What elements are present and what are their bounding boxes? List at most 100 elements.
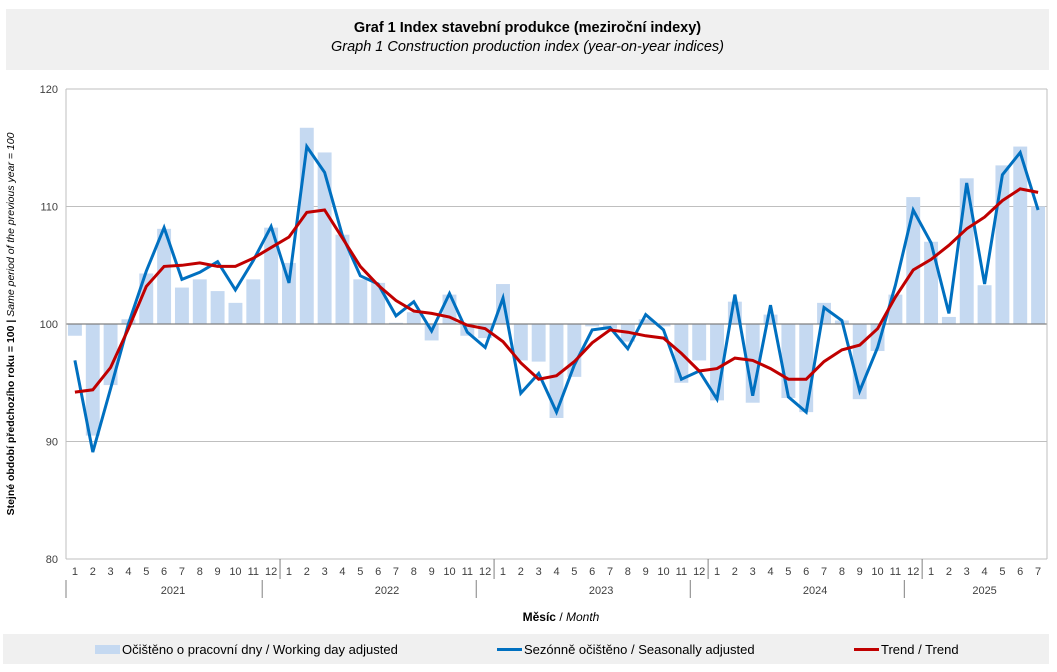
bar-working-day-adjusted [353,279,368,324]
x-tick-label-month: 11 [248,566,259,578]
x-tick-label-month: 1 [928,566,934,578]
x-axis-label: Měsíc / Month [523,610,600,624]
x-tick-label-month: 4 [125,566,131,578]
x-axis-label-cz: Měsíc [523,610,557,624]
x-tick-label-month: 1 [714,566,720,578]
bar-working-day-adjusted [174,287,189,324]
bar-working-day-adjusted [941,316,956,324]
bar-working-day-adjusted [335,234,350,324]
x-tick-label-month: 9 [643,566,649,578]
x-tick-label-month: 9 [215,566,221,578]
line-series [73,142,1040,453]
legend-label: Sezónně očištěno / Seasonally adjusted [524,641,755,657]
y-tick-label: 90 [46,437,58,449]
x-tick-label-month: 1 [72,566,78,578]
legend-label: Trend / Trend [881,641,959,657]
chart-title-box: Graf 1 Index stavební produkce (meziročn… [6,9,1049,70]
y-tick-labels: 80 90 100 110 120 [40,84,58,566]
x-tick-label-month: 4 [767,566,773,578]
x-tick-label-month: 6 [803,566,809,578]
x-tick-label-year: 2022 [375,585,399,597]
x-tick-label-month: 5 [999,566,1005,578]
x-tick-label-month: 2 [732,566,738,578]
x-tick-label-month: 5 [571,566,577,578]
y-tick-label: 100 [40,319,58,331]
x-tick-label-month: 10 [871,566,883,578]
x-tick-label-month: 4 [339,566,345,578]
x-axis-label-sep: / [556,610,566,624]
x-tick-label-month: 5 [785,566,791,578]
x-tick-label-month: 6 [375,566,381,578]
y-tick-label: 110 [40,202,58,214]
bar-working-day-adjusted [228,302,243,324]
bar-working-day-adjusted [513,324,528,361]
bar-working-day-adjusted [246,279,261,324]
bar-working-day-adjusted [192,279,207,324]
x-tick-label-month: 7 [1035,566,1041,578]
x-axis-label-en: Month [566,610,600,624]
x-tick-label-month: 2 [518,566,524,578]
x-tick-label-month: 6 [1017,566,1023,578]
bar-working-day-adjusted [549,324,564,418]
legend-item-working-day[interactable]: Očištěno o pracovní dny / Working day ad… [95,634,398,664]
bar-working-day-adjusted [1031,206,1046,324]
x-tick-label-month: 2 [90,566,96,578]
x-tick-labels: 1 2 3 4 5 6 7 8 9 10 11 12 1 2 3 4 5 6 7 8 9 10 11 12 1 2 3 4 5 6 7 8 9 1… [65,559,1041,598]
bar-working-day-adjusted [585,324,600,327]
x-tick-label-month: 10 [229,566,241,578]
legend-item-seasonal[interactable]: Sezónně očištěno / Seasonally adjusted [497,634,755,664]
x-tick-label-month: 7 [393,566,399,578]
bar-working-day-adjusted [210,291,225,324]
x-tick-label-month: 11 [462,566,473,578]
x-tick-label-month: 3 [322,566,328,578]
x-tick-label-month: 8 [625,566,631,578]
line-trend [74,187,1039,394]
legend-item-trend[interactable]: Trend / Trend [854,634,959,664]
chart-title: Graf 1 Index stavební produkce (meziročn… [353,20,702,36]
x-tick-label-month: 4 [982,566,988,578]
y-axis-label-cz: Stejné období předchozího roku = 100 | [5,320,17,516]
bar-working-day-adjusted [959,178,974,324]
x-tick-label-month: 7 [821,566,827,578]
x-tick-label-month: 12 [693,566,705,578]
x-tick-label-month: 3 [964,566,970,578]
legend-swatch-line [497,647,522,651]
x-tick-label-month: 8 [411,566,417,578]
x-tick-label-month: 8 [839,566,845,578]
x-tick-label-year: 2021 [161,585,185,597]
bar-working-day-adjusted [638,319,653,324]
x-tick-label-month: 7 [607,566,613,578]
x-tick-label-month: 4 [553,566,559,578]
x-tick-label-month: 9 [429,566,435,578]
bar-series [67,127,1046,436]
x-tick-label-month: 3 [750,566,756,578]
x-tick-label-month: 2 [304,566,310,578]
x-tick-label-month: 10 [443,566,455,578]
x-tick-label-month: 3 [536,566,542,578]
x-tick-label-month: 5 [357,566,363,578]
bar-working-day-adjusted [157,228,172,324]
legend-swatch-line [854,647,879,651]
bar-working-day-adjusted [67,324,82,336]
x-tick-label-month: 2 [946,566,952,578]
x-tick-label-year: 2025 [972,585,996,597]
bar-working-day-adjusted [281,262,296,324]
x-tick-label-month: 5 [143,566,149,578]
bar-working-day-adjusted [799,324,814,413]
x-tick-label-month: 6 [589,566,595,578]
bar-working-day-adjusted [656,324,671,327]
axes [65,89,1048,560]
y-axis-label: Stejné období předchozího roku = 100 | S… [5,132,17,515]
legend-swatch-bar [95,644,120,654]
x-tick-label-month: 8 [197,566,203,578]
bar-working-day-adjusted [763,314,778,324]
bar-working-day-adjusted [995,165,1010,324]
x-tick-label-month: 9 [857,566,863,578]
x-tick-label-month: 1 [286,566,292,578]
bar-working-day-adjusted [692,324,707,361]
bar-working-day-adjusted [317,152,332,324]
bar-working-day-adjusted [85,324,100,436]
x-tick-label-month: 12 [265,566,277,578]
bar-working-day-adjusted [406,312,421,324]
